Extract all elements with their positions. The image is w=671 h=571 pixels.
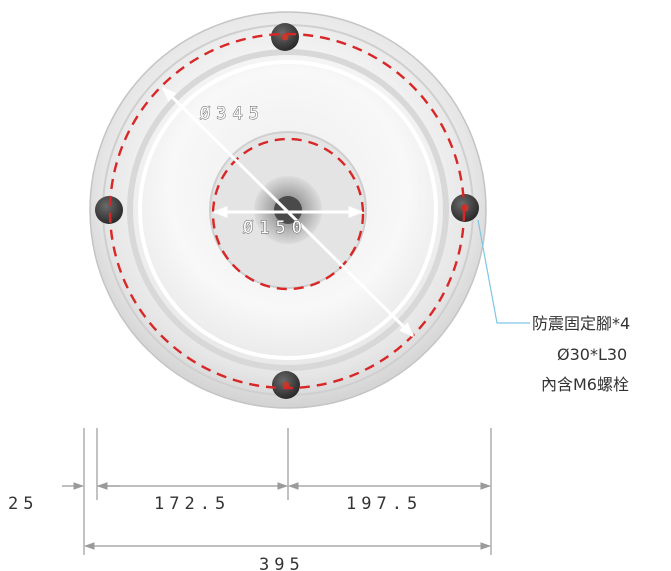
foot-bottom [272, 371, 300, 399]
dimension-lines [62, 428, 492, 555]
callout-line-3: 內含M6螺栓 [541, 375, 629, 394]
mounting-feet [95, 23, 479, 399]
outer-diameter-label: Ø345 [200, 104, 265, 124]
foot-callout: 防震固定腳*4 Ø30*L30 內含M6螺栓 [477, 219, 630, 394]
callout-line-1: 防震固定腳*4 [532, 314, 630, 333]
right-span-label: 197.5 [346, 494, 422, 514]
total-width-label: 395 [259, 555, 305, 571]
product-top-view: Ø345 Ø150 [89, 11, 487, 409]
callout-leader-line [477, 219, 530, 324]
left-span-label: 172.5 [154, 494, 230, 514]
plate-groove-ring [127, 49, 449, 371]
outer-bolt-circle [108, 32, 466, 390]
foot-left [95, 196, 123, 224]
foot-top [271, 23, 299, 51]
callout-line-2: Ø30*L30 [557, 345, 627, 364]
inner-diameter-label: Ø150 [243, 218, 308, 238]
plate-inner-ring [138, 60, 438, 360]
offset-label: 25 [8, 494, 38, 514]
